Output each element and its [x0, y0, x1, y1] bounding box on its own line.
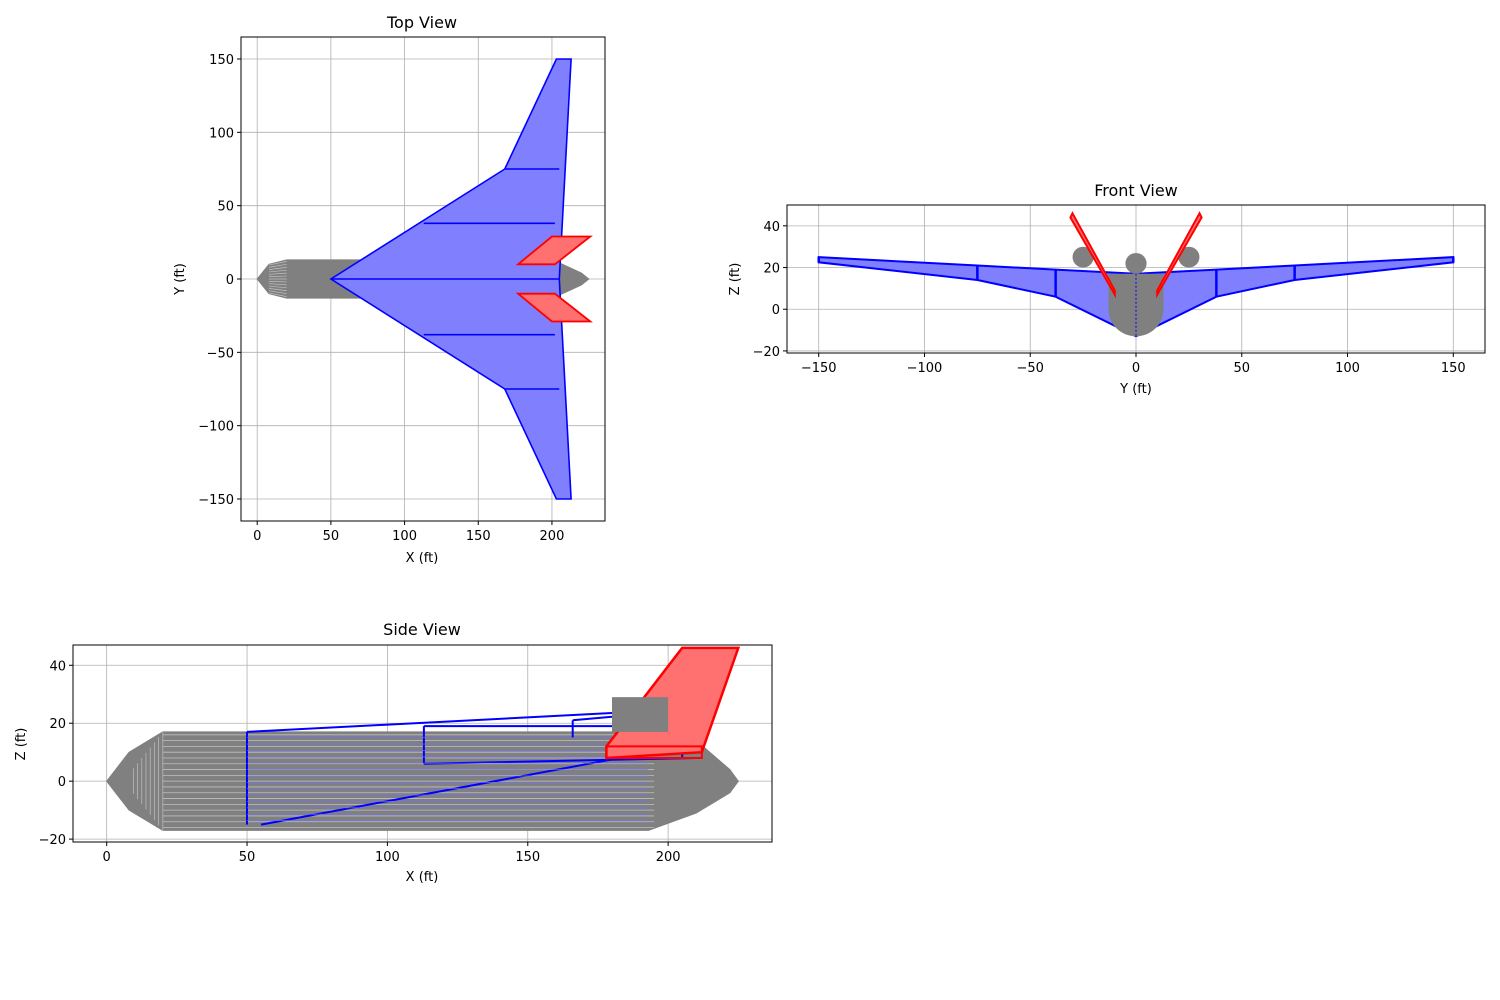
fuselage-line-16: [268, 272, 287, 275]
top-view-ytick-label-3: 0: [226, 273, 234, 288]
top-view-panel: Top View X (ft) Y (ft) 0 50 100 150 200 −150 −…: [173, 13, 606, 566]
side-view-xlabel: X (ft): [406, 870, 439, 885]
side-view-xtick-label-0: 0: [103, 850, 111, 865]
side-view-title: Side View: [383, 620, 461, 639]
top-view-xtick-label-0: 0: [253, 529, 261, 544]
side-view-panel: Side View X (ft) Z (ft) 0 50 100 150 200 −20 0…: [14, 620, 773, 885]
front-view-xtick-label-1: −100: [907, 361, 943, 376]
front-view-xtick-label-5: 100: [1335, 361, 1360, 376]
side-view-content: [106, 646, 741, 831]
front-view-ytick-label-3: 40: [763, 220, 780, 235]
fuselage-line-4: [268, 288, 287, 292]
front-view-xtick-label-2: −50: [1017, 361, 1044, 376]
top-view-title: Top View: [386, 13, 457, 32]
side-view-ytick-label-1: 0: [58, 775, 66, 790]
fuselage-line-6: [268, 285, 287, 289]
side-view-frame: [72, 644, 773, 843]
top-view-ytick-label-6: 150: [209, 53, 234, 68]
front-engine-0: [1072, 246, 1094, 268]
front-view-panel: Front View Y (ft) Z (ft) −150 −100 −50 0 50 1…: [728, 181, 1486, 397]
top-view-ytick-label-0: −150: [198, 493, 234, 508]
side-view-ytick-label-0: −20: [39, 833, 66, 848]
fuselage-line-22: [268, 263, 287, 268]
side-engine: [611, 697, 669, 732]
front-engine-2: [1178, 246, 1200, 268]
side-view-ytick-label-2: 20: [49, 717, 66, 732]
front-view-xtick-label-0: −150: [801, 361, 837, 376]
top-view-ytick-label-5: 100: [209, 126, 234, 141]
front-view-ytick-label-1: 0: [772, 303, 780, 318]
front-view-xtick-label-3: 0: [1132, 361, 1140, 376]
front-view-ytick-label-0: −20: [753, 345, 780, 360]
top-view-xlabel: X (ft): [406, 551, 439, 566]
top-view-xtick-label-1: 50: [323, 529, 340, 544]
front-tail-right: [1156, 211, 1203, 299]
side-view-xtick-label-4: 200: [656, 850, 681, 865]
top-view-xtick-label-3: 150: [466, 529, 491, 544]
front-view-ylabel: Z (ft): [728, 263, 743, 296]
front-view-xlabel: Y (ft): [1119, 382, 1152, 397]
fuselage-line-0: [268, 292, 287, 297]
front-view-title: Front View: [1094, 181, 1178, 200]
top-view-ylabel: Y (ft): [173, 263, 188, 296]
top-view-ytick-label-1: −100: [198, 420, 234, 435]
side-tail-root: [605, 745, 703, 759]
top-view-content: [256, 58, 593, 500]
fuselage-line-14: [268, 275, 287, 278]
fuselage-line-18: [268, 269, 287, 273]
front-tail-left: [1069, 211, 1116, 299]
fuselage-line-10: [268, 280, 287, 283]
front-fuselage: [1108, 282, 1164, 337]
fuselage-line-24: [268, 261, 287, 266]
fuselage-line-8: [268, 283, 287, 286]
side-view-xtick-label-3: 150: [515, 850, 540, 865]
tail-lower: [515, 292, 593, 323]
side-view-ytick-label-3: 40: [49, 659, 66, 674]
front-view-xtick-label-6: 150: [1441, 361, 1466, 376]
top-view-ytick-label-2: −50: [207, 346, 234, 361]
front-view-xtick-label-4: 50: [1233, 361, 1250, 376]
front-view-content: [817, 211, 1455, 338]
top-view-xtick-label-2: 100: [392, 529, 417, 544]
top-view-xtick-label-4: 200: [540, 529, 565, 544]
side-view-xtick-label-1: 50: [239, 850, 256, 865]
top-view-ytick-label-4: 50: [217, 200, 234, 215]
front-engine-1: [1125, 252, 1147, 274]
side-view-xtick-label-2: 100: [375, 850, 400, 865]
tail-upper: [515, 235, 593, 266]
fuselage-line-2: [268, 290, 287, 295]
fuselage-line-20: [268, 266, 287, 270]
side-view-ylabel: Z (ft): [14, 728, 29, 761]
front-view-ytick-label-2: 20: [763, 262, 780, 277]
